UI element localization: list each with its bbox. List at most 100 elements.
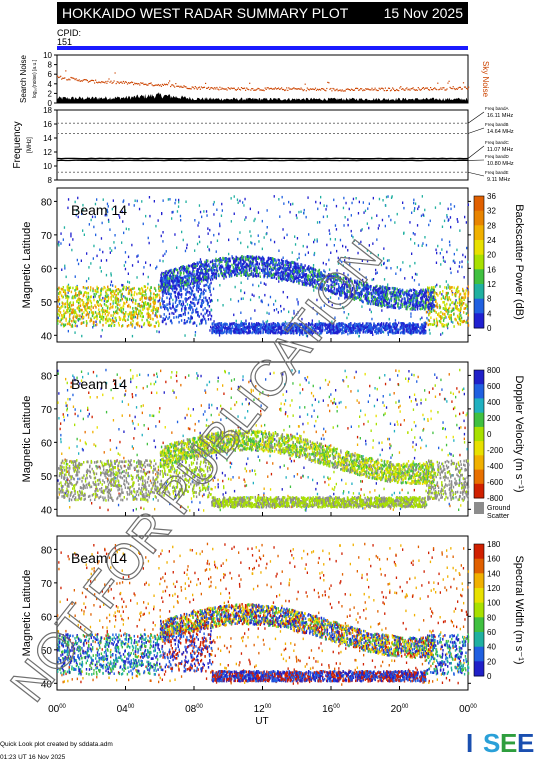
- radar-cell: [419, 325, 421, 329]
- radar-cell: [147, 308, 149, 311]
- radar-cell: [249, 230, 251, 233]
- radar-cell: [186, 288, 188, 291]
- radar-cell: [414, 272, 417, 276]
- radar-cell: [370, 324, 372, 327]
- radar-cell: [75, 288, 77, 291]
- radar-cell: [343, 272, 345, 275]
- radar-cell: [238, 272, 240, 276]
- radar-cell: [463, 311, 465, 314]
- radar-cell: [94, 215, 96, 219]
- radar-cell: [209, 286, 211, 289]
- sky-noise-point: [452, 86, 454, 88]
- radar-cell: [122, 318, 124, 322]
- sky-noise-point: [436, 89, 438, 91]
- radar-cell: [389, 322, 391, 325]
- sky-noise-point: [254, 89, 256, 91]
- radar-cell: [173, 290, 175, 294]
- radar-cell: [61, 304, 63, 308]
- radar-cell: [316, 240, 318, 243]
- radar-cell: [180, 295, 183, 299]
- radar-cell: [127, 272, 129, 275]
- radar-cell: [124, 251, 127, 254]
- radar-cell: [104, 213, 106, 217]
- sky-noise-point: [263, 90, 265, 92]
- radar-cell: [457, 285, 459, 289]
- radar-cell: [251, 331, 253, 335]
- radar-cell: [389, 324, 391, 328]
- radar-cell: [181, 304, 184, 308]
- radar-cell: [164, 271, 166, 274]
- radar-cell: [230, 298, 232, 301]
- sky-noise-point: [439, 88, 441, 90]
- radar-cell: [123, 315, 125, 319]
- radar-cell: [286, 322, 288, 325]
- radar-cell: [105, 259, 108, 262]
- radar-cell: [305, 328, 307, 332]
- radar-cell: [258, 328, 260, 332]
- radar-cell: [457, 270, 459, 273]
- radar-cell: [80, 308, 83, 312]
- radar-cell: [464, 307, 467, 310]
- radar-cell: [68, 320, 70, 324]
- radar-cell: [121, 241, 123, 244]
- radar-cell: [155, 267, 157, 270]
- sky-noise-point: [144, 83, 146, 85]
- radar-cell: [450, 271, 452, 275]
- radar-cell: [185, 300, 187, 303]
- radar-cell: [431, 323, 434, 326]
- radar-cell: [127, 280, 129, 284]
- sky-noise-point: [122, 80, 124, 83]
- radar-cell: [166, 303, 168, 306]
- sky-noise-point: [284, 89, 286, 92]
- radar-cell: [155, 224, 157, 228]
- radar-cell: [429, 310, 431, 313]
- sky-noise-point: [104, 82, 106, 84]
- radar-cell: [76, 287, 79, 291]
- sky-noise-point: [181, 86, 183, 88]
- radar-cell: [441, 225, 444, 228]
- sky-noise-point: [202, 86, 205, 89]
- radar-cell: [442, 323, 444, 326]
- radar-cell: [443, 301, 445, 304]
- sky-noise-point: [327, 81, 329, 83]
- sky-noise-point: [431, 88, 433, 91]
- radar-cell: [142, 222, 144, 226]
- radar-cell: [429, 332, 431, 335]
- sky-noise-point: [274, 87, 276, 89]
- radar-cell: [400, 306, 402, 309]
- radar-cell: [211, 331, 214, 334]
- radar-cell: [137, 254, 139, 257]
- sky-noise-point: [208, 86, 210, 88]
- radar-cell: [360, 295, 362, 299]
- radar-cell: [199, 294, 201, 298]
- radar-cell: [280, 310, 282, 313]
- radar-cell: [96, 323, 98, 326]
- radar-cell: [359, 322, 361, 326]
- radar-cell: [444, 307, 446, 310]
- radar-cell: [396, 328, 398, 332]
- radar-cell: [103, 310, 105, 313]
- radar-cell: [436, 306, 439, 309]
- radar-cell: [364, 209, 367, 213]
- radar-cell: [87, 286, 89, 289]
- radar-cell: [174, 201, 176, 205]
- sky-noise-point: [193, 88, 195, 90]
- radar-cell: [83, 305, 85, 308]
- radar-cell: [285, 328, 287, 331]
- radar-cell: [129, 288, 131, 292]
- radar-cell: [261, 323, 263, 327]
- radar-cell: [442, 256, 444, 259]
- radar-cell: [372, 328, 374, 331]
- radar-cell: [76, 306, 78, 310]
- radar-cell: [164, 305, 166, 309]
- radar-cell: [386, 322, 388, 325]
- radar-cell: [286, 329, 289, 333]
- radar-cell: [183, 272, 185, 275]
- radar-cell: [61, 268, 63, 271]
- radar-cell: [110, 280, 113, 283]
- radar-cell: [69, 302, 71, 305]
- radar-cell: [319, 333, 321, 336]
- radar-cell: [165, 250, 167, 253]
- radar-cell: [115, 310, 117, 314]
- radar-cell: [86, 306, 89, 310]
